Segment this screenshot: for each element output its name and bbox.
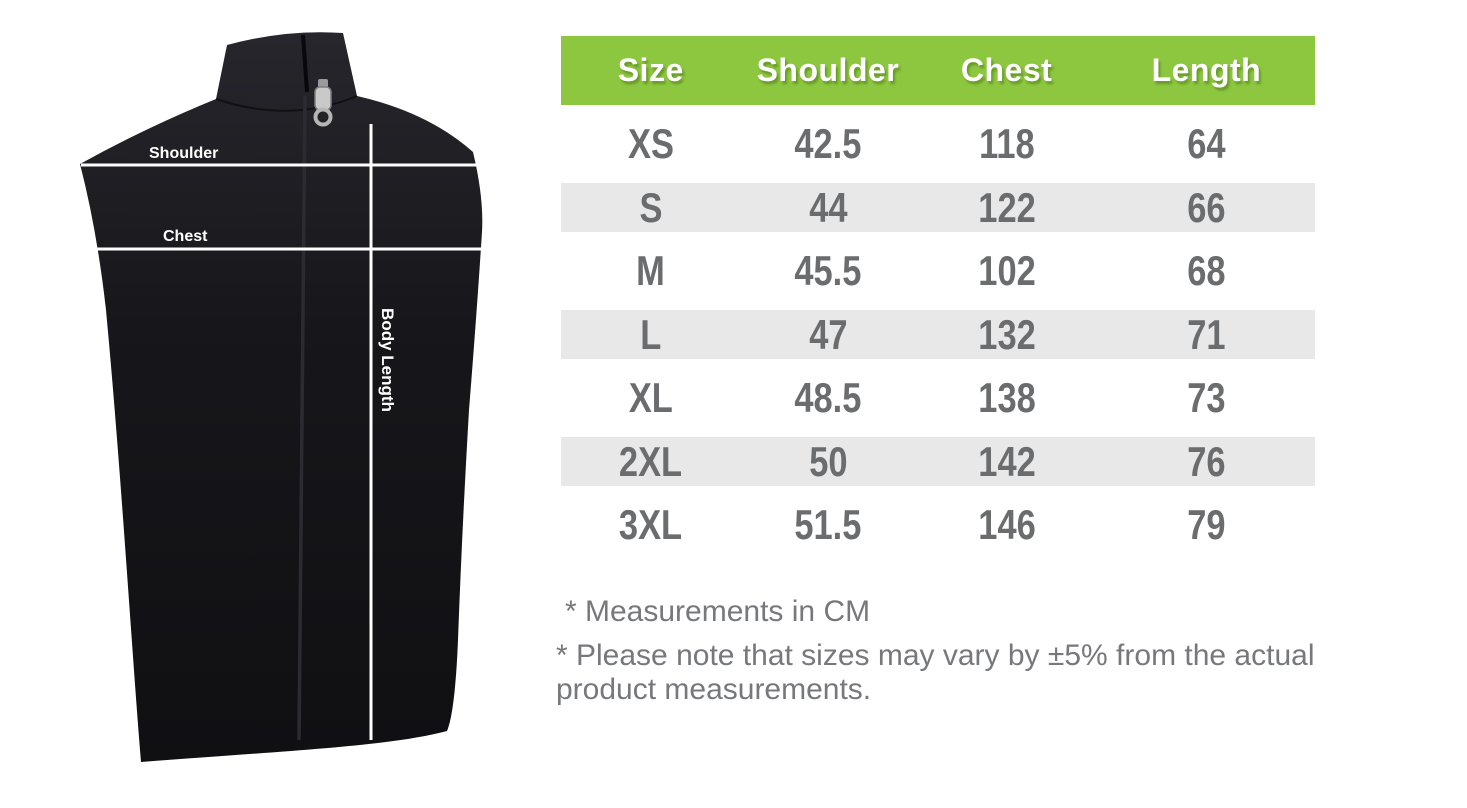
shoulder-cell: 44 [808,183,848,231]
length-cell: 68 [1187,247,1226,294]
shoulder-cell: 47 [808,310,848,358]
shoulder-cell: 45.5 [794,247,862,294]
collar-seam [215,95,358,112]
size-cell: S [639,183,663,231]
chest-label: Chest [163,228,208,245]
chest-cell: 102 [977,247,1036,294]
column-header-chest: Chest [960,52,1053,88]
table-row-m: M 45.5 102 68 [561,232,1315,310]
length-cell: 79 [1187,501,1226,548]
chest-cell: 118 [978,120,1035,167]
table-row-s: S 44 122 66 [561,183,1315,232]
shoulder-cell: 42.5 [794,120,862,167]
collar-slit [301,34,309,93]
size-cell: L [640,310,662,358]
table-row-3xl: 3XL 51.5 146 79 [561,486,1315,564]
shoulder-cell: 51.5 [794,501,862,548]
length-cell: 76 [1187,437,1226,485]
body-length-label: Body Length [378,308,397,412]
vest-illustration: Shoulder Chest Body Length [80,32,483,762]
table-row-xs: XS 42.5 118 64 [561,105,1315,183]
shoulder-cell: 48.5 [794,374,862,421]
table-row-2xl: 2XL 50 142 76 [561,437,1315,486]
length-cell: 73 [1187,374,1226,421]
length-cell: 66 [1187,183,1226,231]
column-header-size: Size [617,52,684,88]
chest-cell: 142 [977,437,1036,485]
note-measurements-unit: * Measurements in CM [565,595,871,628]
table-header-row: Size Shoulder Chest Length [561,36,1315,105]
chest-cell: 122 [977,183,1036,231]
footnotes: * Measurements in CM * Please note that … [556,595,1456,707]
zipper-pull-icon [313,79,333,127]
shoulder-label: Shoulder [149,145,218,162]
size-cell: M [636,247,666,294]
table-row-xl: XL 48.5 138 73 [561,359,1315,437]
zipper-seam [297,95,307,741]
length-cell: 71 [1187,310,1226,358]
size-cell: XS [627,120,674,167]
table-row-l: L 47 132 71 [561,310,1315,359]
size-cell: XL [628,374,673,421]
note-size-variance: * Please note that sizes may vary by ±5%… [556,639,1315,706]
vest-body-shape [80,32,483,762]
chest-cell: 146 [977,501,1036,548]
length-cell: 64 [1187,120,1226,167]
size-chart-table: Size Shoulder Chest Length XS 42.5 118 6… [561,36,1315,564]
vest-product-figure: Shoulder Chest Body Length [0,0,520,808]
shoulder-cell: 50 [808,437,848,485]
size-cell: 3XL [619,501,683,548]
column-header-shoulder: Shoulder [756,52,900,88]
chest-cell: 132 [977,310,1036,358]
chest-cell: 138 [977,374,1036,421]
size-cell: 2XL [619,437,683,485]
column-header-length: Length [1151,52,1262,88]
